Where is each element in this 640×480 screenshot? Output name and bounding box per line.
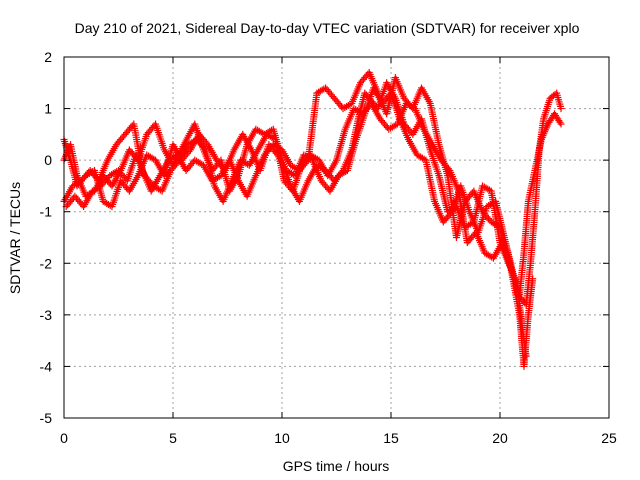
data-point — [202, 139, 210, 147]
series-track-a — [60, 79, 530, 360]
series-track-d — [62, 99, 537, 370]
x-tick-label: 10 — [274, 430, 290, 446]
x-tick-label: 5 — [169, 430, 177, 446]
y-tick-label: 0 — [44, 152, 52, 168]
x-tick-label: 20 — [492, 430, 508, 446]
tick-labels: 0 5 10 15 20 25 -5 -4 -3 -2 -1 0 1 2 — [40, 49, 617, 446]
series-track-b — [60, 68, 565, 309]
y-tick-label: -3 — [40, 307, 53, 323]
x-axis-label: GPS time / hours — [283, 458, 390, 474]
data-markers — [60, 68, 565, 370]
data-point — [557, 105, 565, 113]
y-tick-label: -2 — [40, 255, 53, 271]
x-tick-label: 25 — [601, 430, 617, 446]
data-point — [447, 209, 455, 217]
y-axis-label: SDTVAR / TECUs — [7, 182, 23, 294]
chart-title: Day 210 of 2021, Sidereal Day-to-day VTE… — [75, 20, 580, 36]
data-point — [444, 165, 452, 173]
x-tick-label: 15 — [383, 430, 399, 446]
x-tick-label: 0 — [60, 430, 68, 446]
y-tick-label: -1 — [40, 204, 53, 220]
axis-ticks — [63, 56, 610, 419]
data-point — [174, 158, 182, 166]
plot-frame — [63, 56, 610, 419]
data-point — [556, 118, 564, 126]
y-tick-label: 1 — [44, 101, 52, 117]
data-point — [200, 144, 208, 152]
y-tick-label: -5 — [40, 410, 53, 426]
y-tick-label: 2 — [44, 49, 52, 65]
data-point — [529, 275, 537, 283]
data-point — [557, 120, 565, 128]
y-tick-label: -4 — [40, 358, 53, 374]
